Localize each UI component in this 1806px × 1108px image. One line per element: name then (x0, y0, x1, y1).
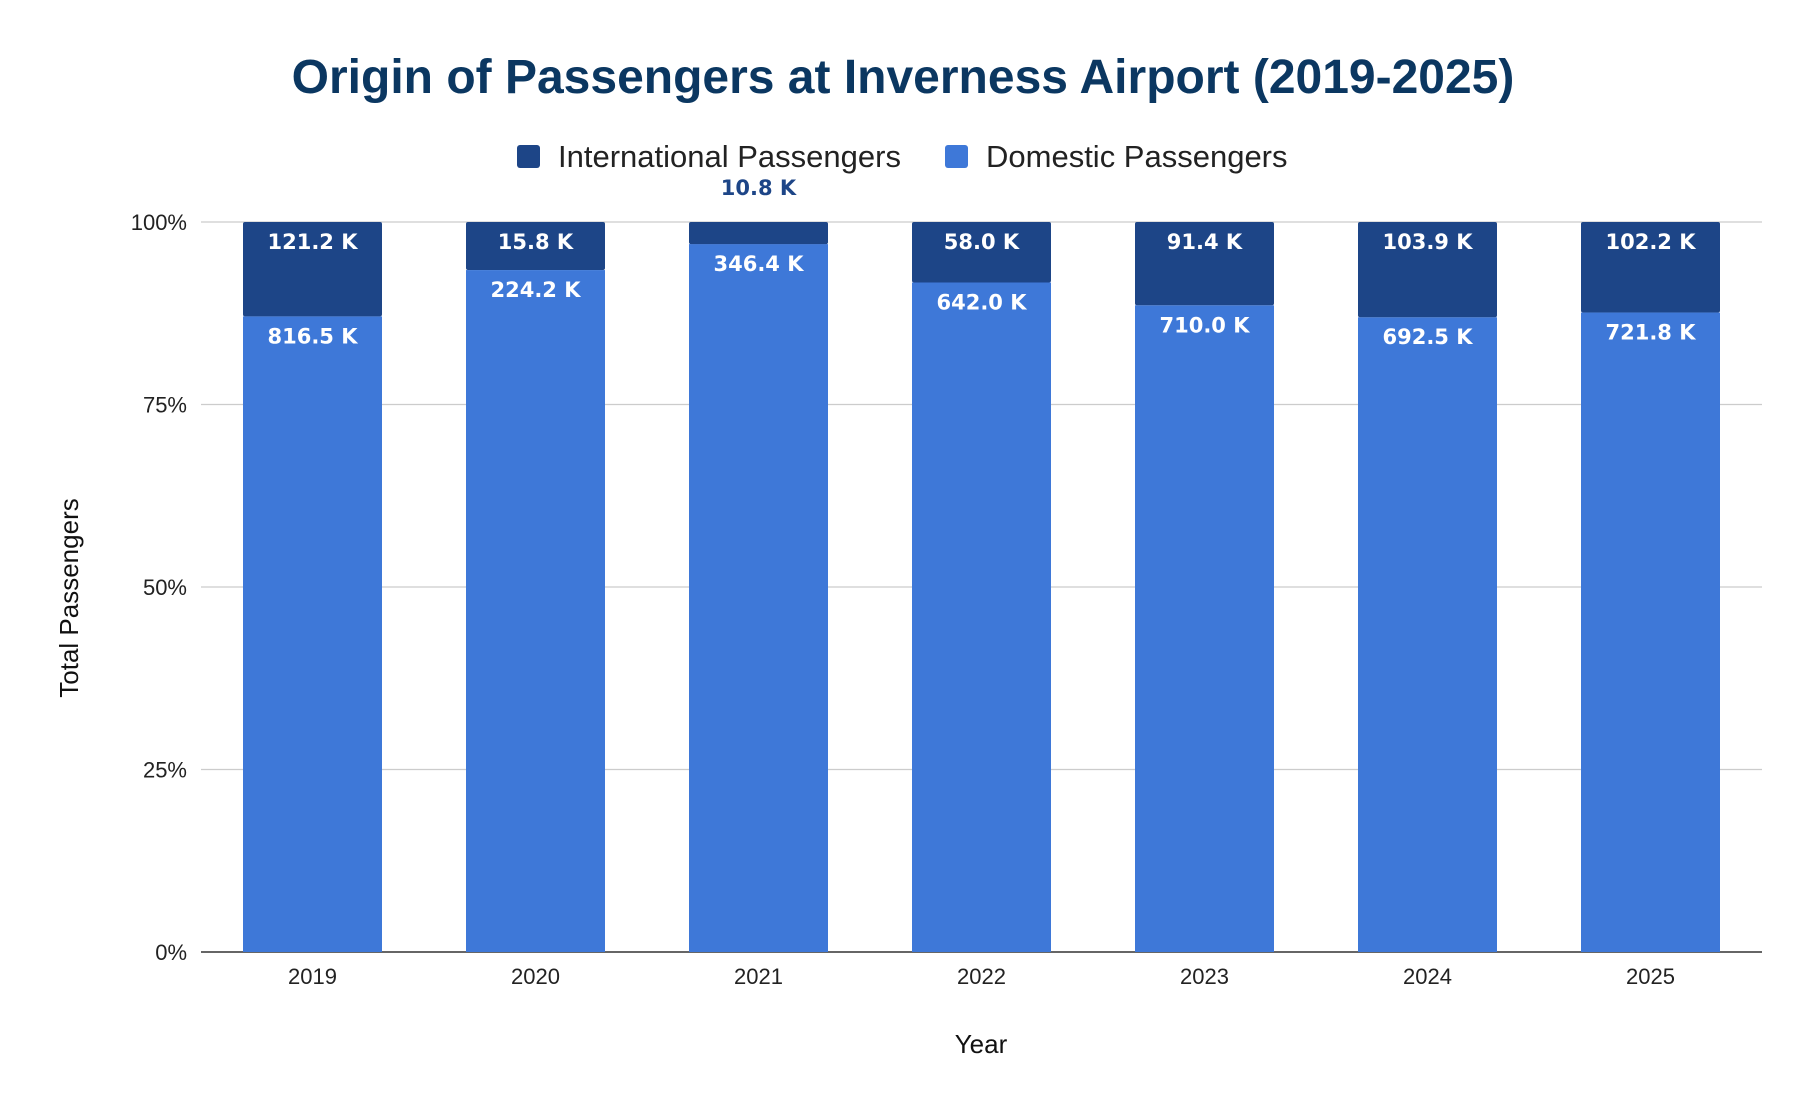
y-tick-label: 25% (143, 758, 187, 783)
y-tick-label: 100% (131, 210, 187, 235)
bar-international-2020 (466, 222, 605, 271)
x-tick-label: 2024 (1403, 964, 1452, 989)
data-label-domestic-2019: 816.5 K (267, 324, 358, 348)
legend-label-domestic: Domestic Passengers (986, 139, 1288, 174)
data-label-domestic-2023: 710.0 K (1159, 313, 1250, 337)
bar-domestic-2020 (466, 270, 605, 952)
y-tick-label: 50% (143, 575, 187, 600)
bar-domestic-2022 (912, 282, 1051, 952)
x-tick-label: 2023 (1180, 964, 1229, 989)
legend: International Passengers Domestic Passeng… (517, 139, 1288, 174)
y-tick-label: 75% (143, 393, 187, 418)
data-label-domestic-2022: 642.0 K (936, 290, 1027, 314)
data-label-international-2022: 58.0 K (944, 230, 1020, 254)
bar-international-2019 (243, 222, 382, 317)
x-tick-label: 2021 (734, 964, 783, 989)
legend-swatch-international (517, 145, 540, 168)
data-label-international-2025: 102.2 K (1605, 230, 1696, 254)
data-label-domestic-2024: 692.5 K (1382, 325, 1473, 349)
data-label-domestic-2021: 346.4 K (713, 252, 804, 276)
x-tick-label: 2019 (288, 964, 337, 989)
legend-label-international: International Passengers (558, 139, 901, 174)
data-label-international-2021: 10.8 K (721, 176, 797, 200)
x-tick-label: 2022 (957, 964, 1006, 989)
data-label-domestic-2020: 224.2 K (490, 278, 581, 302)
bar-international-2024 (1358, 222, 1497, 318)
y-axis-title: Total Passengers (54, 498, 84, 697)
data-label-international-2024: 103.9 K (1382, 230, 1473, 254)
data-label-international-2023: 91.4 K (1167, 230, 1243, 254)
x-tick-label: 2020 (511, 964, 560, 989)
y-axis-ticks: 0% 25% 50% 75% 100% (131, 210, 187, 965)
bars (243, 222, 1720, 953)
bar-international-2021 (689, 222, 828, 245)
x-tick-label: 2025 (1626, 964, 1675, 989)
data-label-international-2020: 15.8 K (498, 230, 574, 254)
bar-domestic-2021 (689, 244, 828, 953)
chart-title: Origin of Passengers at Inverness Airpor… (292, 51, 1515, 104)
bar-international-2023 (1135, 222, 1274, 306)
x-axis-ticks: 2019 2020 2021 2022 2023 2024 2025 (288, 964, 1675, 989)
bar-domestic-2019 (243, 316, 382, 953)
bar-domestic-2025 (1581, 312, 1720, 952)
y-tick-label: 0% (155, 940, 187, 965)
bar-international-2022 (912, 222, 1051, 283)
x-axis-title: Year (955, 1029, 1008, 1059)
data-label-domestic-2025: 721.8 K (1605, 321, 1696, 345)
bar-labels: 121.2 K 816.5 K 15.8 K 224.2 K 10.8 K 346.4 K… (267, 176, 1696, 349)
bar-domestic-2024 (1358, 317, 1497, 952)
legend-swatch-domestic (945, 145, 968, 168)
bar-international-2025 (1581, 222, 1720, 313)
bar-domestic-2023 (1135, 305, 1274, 952)
data-label-international-2019: 121.2 K (267, 230, 358, 254)
